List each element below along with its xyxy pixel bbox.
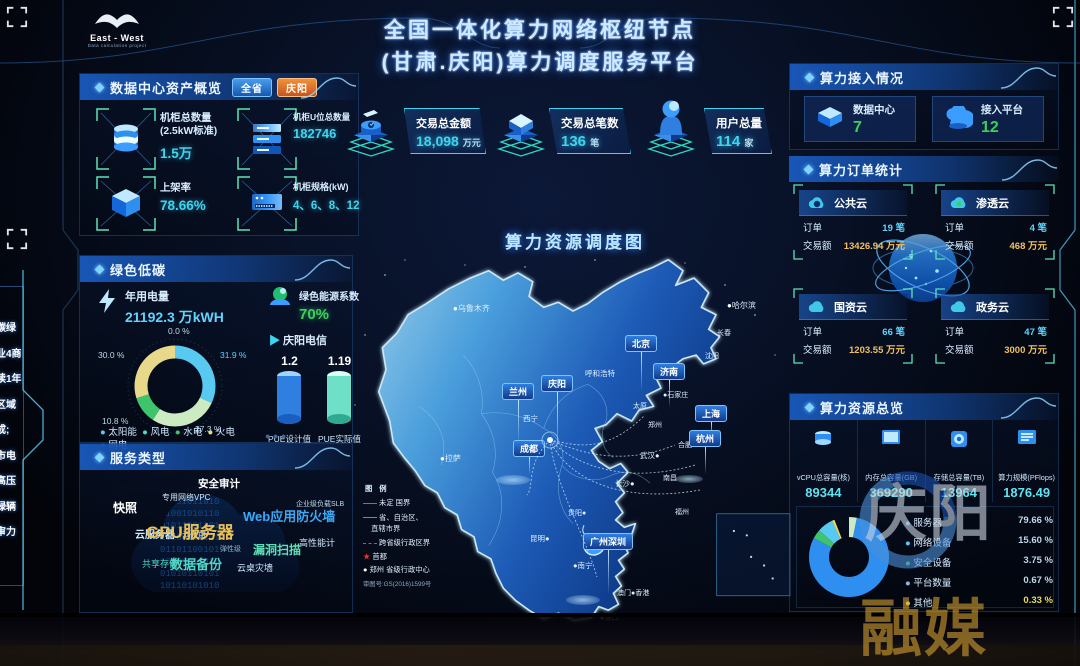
svg-text:10110101010: 10110101010 [160, 581, 219, 591]
svg-text:01101010011: 01101010011 [160, 593, 219, 603]
